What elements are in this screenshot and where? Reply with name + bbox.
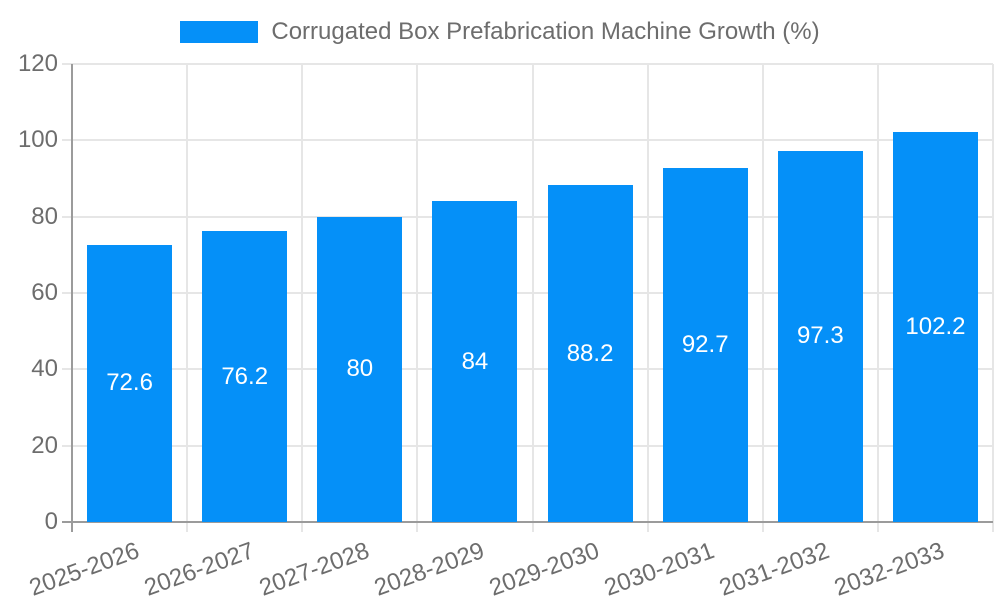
y-gridline (62, 215, 993, 218)
bar[interactable] (202, 231, 288, 522)
legend-item[interactable]: Corrugated Box Prefabrication Machine Gr… (0, 19, 1000, 45)
x-gridline (186, 64, 189, 532)
x-gridline (992, 64, 994, 532)
bar[interactable] (87, 244, 173, 522)
bar[interactable] (432, 201, 518, 522)
bar[interactable] (317, 216, 403, 522)
legend-label: Corrugated Box Prefabrication Machine Gr… (271, 18, 820, 45)
legend-swatch (180, 21, 259, 43)
y-axis-tick-label: 0 (44, 508, 58, 535)
y-gridline (62, 368, 993, 371)
y-gridline (62, 292, 993, 294)
bar[interactable] (892, 131, 978, 522)
y-gridline (62, 444, 993, 447)
y-axis-tick-label: 120 (17, 50, 58, 77)
y-axis-tick-label: 100 (17, 126, 58, 154)
x-gridline (761, 64, 764, 532)
bar[interactable] (547, 185, 633, 522)
x-axis-line (62, 521, 993, 523)
x-gridline (876, 64, 879, 532)
y-axis-line (71, 64, 73, 532)
x-gridline (416, 64, 419, 532)
bar[interactable] (777, 150, 863, 522)
y-axis-tick-label: 60 (31, 279, 58, 306)
y-axis-tick-label: 80 (31, 202, 58, 230)
x-gridline (646, 64, 649, 532)
y-gridline (62, 139, 993, 142)
bar[interactable] (662, 168, 748, 522)
y-axis-tick-label: 40 (31, 355, 58, 383)
x-gridline (301, 64, 304, 532)
y-axis-tick-label: 20 (31, 431, 58, 459)
x-gridline (531, 64, 534, 532)
y-gridline (62, 63, 993, 65)
